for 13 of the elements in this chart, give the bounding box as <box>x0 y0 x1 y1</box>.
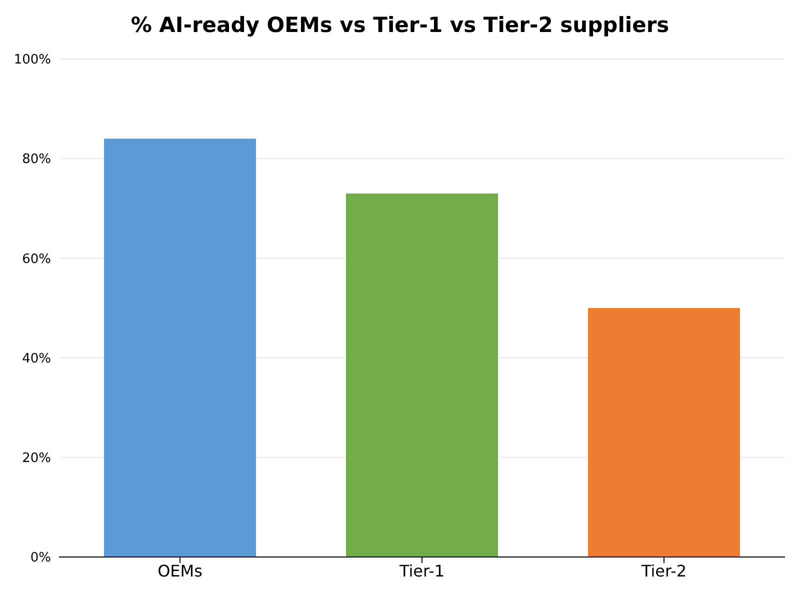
y-tick-label: 60% <box>22 252 51 267</box>
y-tick-label: 100% <box>14 52 51 68</box>
x-tick-label: OEMs <box>158 561 202 580</box>
bar <box>104 138 256 557</box>
y-tick-label: 40% <box>22 351 51 366</box>
x-tick-label: Tier-2 <box>640 561 687 580</box>
y-tick-label: 80% <box>22 152 51 168</box>
x-tick-label: Tier-1 <box>398 561 445 580</box>
bar <box>588 308 740 557</box>
y-tick-label: 0% <box>30 550 51 566</box>
chart-title: % AI-ready OEMs vs Tier-1 vs Tier-2 suppliers <box>130 12 670 39</box>
y-tick-label: 20% <box>22 451 51 466</box>
bar <box>346 193 498 557</box>
